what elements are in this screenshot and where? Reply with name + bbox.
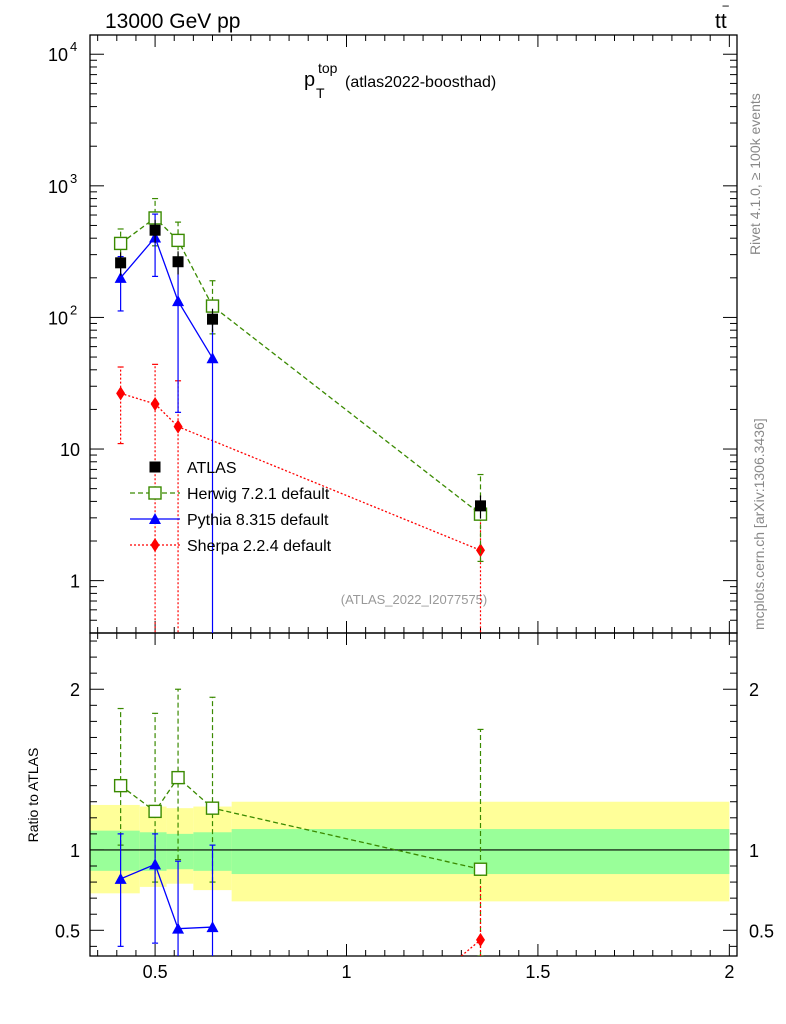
y-tick-label: 10 [48, 308, 68, 328]
rivet-label: Rivet 4.1.0, ≥ 100k events [747, 93, 763, 255]
mcplots-label: mcplots.cern.ch [arXiv:1306.3436] [751, 418, 767, 630]
ratio-pythia-series-point [149, 858, 162, 870]
ratio-herwig-series-point [473, 862, 488, 876]
ratio-y-tick-label: 2 [70, 680, 80, 700]
legend-marker [148, 486, 162, 500]
ratio-pythia-series [114, 833, 219, 956]
ratio-y-tick-label-right: 2 [749, 680, 759, 700]
sherpa-series-point [150, 396, 160, 411]
legend-label: Pythia 8.315 default [187, 512, 329, 529]
y-tick-exponent: 2 [70, 302, 77, 317]
ratio-frame [89, 632, 738, 957]
ratio-pythia-series-point [114, 872, 127, 884]
herwig-series [113, 197, 488, 563]
ratio-y-tick-label: 1 [70, 841, 80, 861]
sherpa-series-point [116, 386, 126, 401]
atlas-point [474, 500, 486, 512]
ratio-pythia-series-point [172, 922, 185, 934]
ratio-y-tick-label: 0.5 [55, 921, 80, 941]
legend: ATLAS Herwig 7.2.1 default Pythia 8.315 de… [130, 460, 332, 555]
y-tick-label: 10 [48, 177, 68, 197]
process-label: tt [715, 10, 727, 33]
ratio-sherpa-line [460, 939, 481, 956]
legend-marker [150, 538, 160, 552]
ratio-y-tick-label-right: 1 [749, 841, 759, 861]
process-bar: ‾ [722, 5, 729, 22]
legend-label: ATLAS [187, 460, 237, 477]
ratio-herwig-series-point [113, 778, 128, 793]
plot-title: p top T (atlas2022-boosthad) [304, 60, 496, 101]
y-tick-label: 1 [70, 572, 80, 592]
legend-label: Sherpa 2.2.4 default [187, 538, 332, 555]
ratio-ylabel: Ratio to ATLAS [25, 748, 41, 843]
pythia-series-point [114, 271, 127, 283]
band-inner [166, 833, 194, 870]
x-tick-label: 1.5 [525, 962, 550, 982]
y-tick-exponent: 3 [70, 171, 77, 186]
ratio-herwig-series [113, 688, 488, 956]
x-tick-label: 2 [724, 962, 734, 982]
pythia-series-line [120, 236, 214, 359]
ratio-herwig-series-point [205, 801, 220, 815]
ratio-pythia-series-line [120, 863, 213, 930]
sherpa-series-point [173, 419, 183, 434]
collision-label: 13000 GeV pp [105, 10, 240, 33]
atlas-point [207, 313, 219, 325]
herwig-series-point [113, 236, 128, 251]
y-tick-label: 10 [60, 440, 80, 460]
ratio-y-tick-label-right: 0.5 [749, 921, 774, 941]
herwig-series-point [171, 233, 185, 248]
band-inner [90, 830, 140, 871]
x-tick-label: 0.5 [143, 962, 168, 982]
ratio-herwig-series-point [148, 804, 162, 819]
title-tag: (atlas2022-boosthad) [345, 74, 496, 91]
ratio-sherpa-series [460, 885, 485, 956]
atlas-point [149, 224, 161, 236]
atlas-series [115, 219, 486, 519]
atlas-point [172, 256, 184, 268]
pythia-series-point [206, 352, 219, 364]
ratio-pythia-series-point [206, 921, 219, 933]
analysis-watermark: (ATLAS_2022_I2077575) [341, 592, 487, 607]
y-tick-label: 10 [48, 45, 68, 65]
ratio-bands [90, 801, 737, 902]
title-sup: top [318, 60, 338, 76]
x-tick-label: 1 [341, 962, 351, 982]
legend-label: Herwig 7.2.1 default [187, 486, 330, 503]
legend-marker [149, 461, 161, 473]
legend-marker [149, 513, 161, 524]
ratio-herwig-series-point [171, 770, 185, 785]
pythia-series-point [172, 295, 185, 307]
title-main: p [304, 69, 315, 91]
sherpa-series-line [120, 392, 481, 551]
y-tick-exponent: 4 [70, 39, 77, 54]
title-sub: T [316, 85, 325, 101]
atlas-point [115, 257, 127, 269]
ratio-sherpa-point [475, 932, 485, 947]
